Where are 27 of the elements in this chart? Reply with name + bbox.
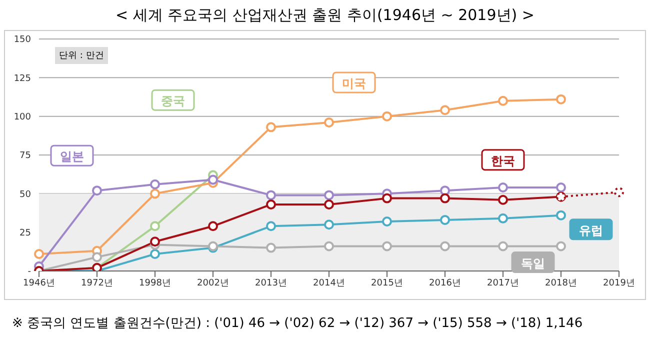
y-tick-label: 75 [20,151,31,162]
x-tick-label: 2018년 [545,278,577,288]
y-tick-label: 150 [14,35,32,46]
x-tick-label: 2019년 [603,278,635,288]
text: 미국 [342,76,366,91]
x-tick-label: 2014년 [313,278,345,288]
text: 한국 [491,154,515,168]
x-tick-label: 1998년 [139,278,171,288]
y-tick-label: 125 [14,74,31,84]
text: 중국 [161,94,185,108]
series-label: 유럽 [579,223,603,238]
y-tick-label: 25 [20,228,31,239]
x-tick-label: 2013년 [255,278,287,288]
x-tick-label: 1946년 [23,278,55,288]
text: ※ 중국의 연도별 출원건수(만건) : ('01) 46 → ('02) 62 → ('12) 367 → ('15) 558 → ('18) 1,146 [12,315,584,332]
x-tick-label: 2015년 [371,278,403,288]
x-tick-label: 2017년 [487,278,519,288]
y-tick-label: 50 [20,190,32,200]
annotation: 단위 : 만건 [55,47,108,64]
y-tick-label: 100 [14,112,32,123]
chart-title: < 세계 주요국의 산업재산권 출원 추이(1946년 ~ 2019년) > [114,5,536,26]
x-tick-label: 1972년 [81,278,113,288]
y-tick-label: - [28,267,31,278]
series-label: 독일 [521,256,545,270]
text: 일본 [60,150,84,164]
x-tick-label: 2002년 [197,278,229,288]
x-tick-label: 2016년 [429,278,461,288]
